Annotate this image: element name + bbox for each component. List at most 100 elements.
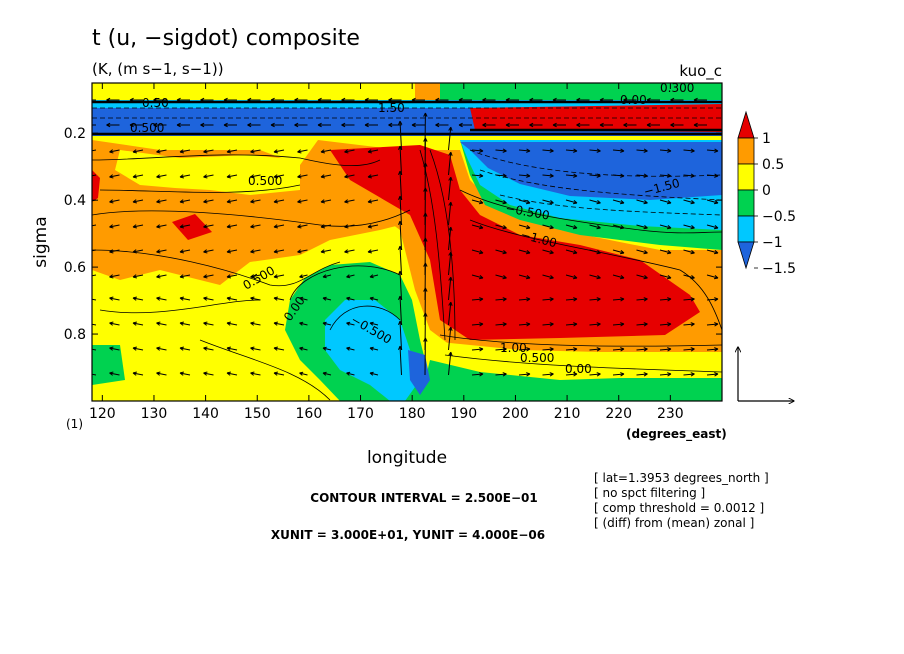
wind-vector bbox=[518, 224, 531, 230]
wind-vector bbox=[636, 173, 648, 178]
wind-vector bbox=[179, 174, 191, 179]
x-tick-label: 130 bbox=[141, 406, 168, 422]
wind-vector bbox=[495, 347, 507, 352]
wind-vector bbox=[683, 297, 695, 302]
wind-vector bbox=[589, 297, 601, 302]
contour-interval: CONTOUR INTERVAL = 2.500E−01 bbox=[310, 491, 537, 505]
wind-vector bbox=[344, 249, 355, 254]
contour-line bbox=[429, 149, 456, 341]
wind-vector bbox=[369, 321, 379, 326]
wind-vector bbox=[388, 122, 402, 128]
wind-vector bbox=[471, 224, 484, 230]
wind-vector bbox=[565, 322, 578, 327]
wind-vector bbox=[423, 337, 428, 376]
x-tick-label: 220 bbox=[605, 406, 632, 422]
y-axis: 0.2 0.4 0.6 0.8 bbox=[64, 126, 722, 343]
wind-vector bbox=[367, 249, 379, 254]
wind-vector bbox=[92, 149, 97, 152]
region-red-edge bbox=[92, 170, 100, 202]
wind-vector bbox=[367, 149, 379, 154]
wind-vector bbox=[156, 321, 167, 326]
wind-vector bbox=[683, 199, 695, 205]
wind-vector bbox=[542, 372, 554, 377]
wind-vector bbox=[132, 199, 144, 204]
x-unit-label: (degrees_east) bbox=[626, 427, 727, 442]
wind-vector bbox=[367, 224, 379, 229]
wind-vector bbox=[646, 122, 660, 128]
wind-vector bbox=[250, 199, 261, 204]
level-marker: (1) bbox=[66, 417, 83, 431]
wind-vector bbox=[129, 97, 143, 103]
wind-vector bbox=[226, 199, 238, 204]
contour-line bbox=[99, 184, 301, 193]
wind-vector bbox=[226, 274, 238, 279]
wind-vector bbox=[599, 122, 613, 128]
note-line: [ (diff) from (mean) zonal ] bbox=[594, 516, 754, 530]
y-axis-title: sigma bbox=[31, 216, 51, 267]
wind-vector bbox=[156, 174, 167, 179]
experiment-label: kuo_c bbox=[679, 62, 722, 81]
wind-vector bbox=[106, 97, 120, 103]
wind-vector bbox=[203, 321, 214, 326]
wind-vector bbox=[203, 174, 214, 179]
chart-subtitle: (K, (m s−1, s−1)) bbox=[92, 60, 224, 78]
wind-vector bbox=[495, 297, 507, 302]
wind-vector bbox=[458, 122, 472, 128]
contour-line bbox=[444, 354, 722, 373]
wind-vector bbox=[299, 371, 308, 376]
wind-vector bbox=[132, 149, 144, 154]
chart-title: t (u, −sigdot) composite bbox=[92, 26, 360, 51]
wind-vector bbox=[156, 274, 167, 279]
wind-vector bbox=[482, 122, 496, 128]
region-neg-sw bbox=[92, 345, 125, 385]
x-axis-title: longitude bbox=[367, 448, 447, 468]
x-tick-label: 160 bbox=[296, 406, 323, 422]
wind-vector bbox=[659, 249, 672, 255]
contour-line bbox=[92, 209, 411, 227]
x-tick-label: 120 bbox=[89, 406, 116, 422]
wind-vector bbox=[273, 199, 285, 204]
wind-vector bbox=[344, 174, 355, 179]
wind-vector bbox=[518, 148, 531, 153]
wind-vector bbox=[341, 122, 355, 128]
wind-vector bbox=[322, 321, 332, 326]
wind-vectors bbox=[92, 97, 719, 377]
wind-vector bbox=[636, 372, 648, 377]
wind-vector bbox=[683, 224, 695, 230]
wind-vector bbox=[92, 99, 96, 101]
contour-label: 1.50 bbox=[378, 101, 405, 115]
x-tick-label: 170 bbox=[347, 406, 374, 422]
wind-vector bbox=[411, 122, 425, 128]
wind-vector bbox=[250, 174, 261, 179]
wind-vector bbox=[179, 224, 191, 229]
wind-vector bbox=[542, 173, 554, 178]
contour-line bbox=[499, 194, 722, 216]
wind-vector bbox=[317, 97, 331, 103]
wind-vector bbox=[646, 97, 660, 103]
wind-vector bbox=[683, 274, 695, 280]
wind-vector bbox=[176, 122, 190, 128]
wind-vector bbox=[203, 274, 214, 279]
wind-vector bbox=[109, 296, 120, 301]
wind-vector bbox=[179, 296, 191, 301]
wind-vector bbox=[92, 174, 97, 177]
wind-vector bbox=[599, 97, 613, 103]
x-tick-label: 230 bbox=[657, 406, 684, 422]
wind-vector bbox=[398, 245, 403, 276]
wind-vector bbox=[92, 224, 97, 227]
thick-contours bbox=[92, 100, 722, 136]
wind-vector bbox=[203, 296, 214, 301]
wind-vector bbox=[565, 224, 578, 230]
contour-line bbox=[439, 334, 722, 347]
wind-vector bbox=[670, 122, 684, 128]
wind-vector bbox=[320, 149, 332, 154]
contour-line bbox=[289, 265, 401, 301]
contour-line bbox=[99, 299, 261, 314]
wind-vector bbox=[612, 148, 625, 153]
contour-label: 0.500 bbox=[520, 351, 554, 365]
wind-vector bbox=[299, 346, 308, 351]
wind-vector bbox=[518, 249, 531, 255]
wind-vector bbox=[636, 274, 648, 280]
wind-vector bbox=[273, 371, 285, 376]
wind-vector bbox=[203, 346, 214, 351]
